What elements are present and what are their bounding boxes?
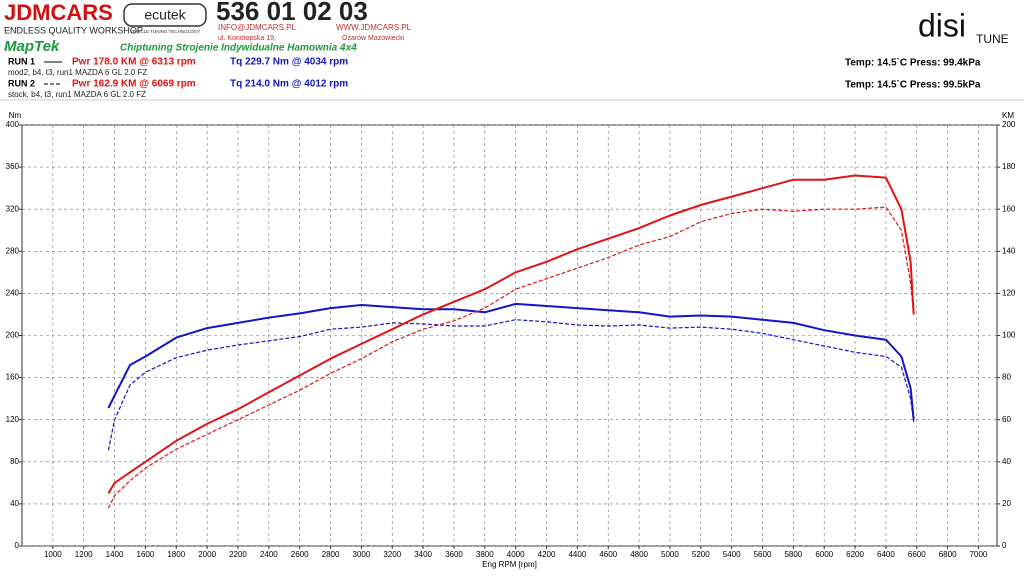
y2-tick-label: 60 xyxy=(1002,415,1011,424)
x-tick-label: 5800 xyxy=(784,550,802,559)
run-torque: Tq 214.0 Nm @ 4012 rpm xyxy=(230,79,348,90)
series-line xyxy=(107,174,915,494)
y-tick-label: 80 xyxy=(10,457,19,466)
y2-tick-label: 120 xyxy=(1002,289,1016,298)
y-tick-label: 240 xyxy=(6,289,20,298)
x-tick-label: 4200 xyxy=(538,550,556,559)
y2-tick-label: 100 xyxy=(1002,331,1016,340)
x-tick-label: 2000 xyxy=(198,550,216,559)
y-tick-label: 160 xyxy=(6,373,20,382)
x-tick-label: 1200 xyxy=(75,550,93,559)
x-tick-label: 1600 xyxy=(137,550,155,559)
x-tick-label: 4400 xyxy=(568,550,586,559)
y2-tick-label: 140 xyxy=(1002,246,1016,255)
x-tick-label: 6600 xyxy=(908,550,926,559)
run-description: stock, b4, t3, run1 MAZDA 6 GL 2.0 FZ xyxy=(8,90,146,99)
y-tick-label: 320 xyxy=(6,204,20,213)
x-tick-label: 5000 xyxy=(661,550,679,559)
x-tick-label: 2200 xyxy=(229,550,247,559)
brand-tagline: ENDLESS QUALITY WORKSHOP xyxy=(4,25,143,35)
y-axis-label: Nm xyxy=(9,111,22,120)
y-tick-label: 360 xyxy=(6,162,20,171)
x-axis-label: Eng RPM [rpm] xyxy=(482,560,537,569)
x-tick-label: 6200 xyxy=(846,550,864,559)
y-tick-label: 120 xyxy=(6,415,20,424)
series-line xyxy=(107,319,915,451)
run-label: RUN 2 xyxy=(8,78,35,88)
run-power: Pwr 178.0 KM @ 6313 rpm xyxy=(72,57,196,68)
x-tick-label: 1800 xyxy=(167,550,185,559)
run-torque: Tq 229.7 Nm @ 4034 rpm xyxy=(230,57,348,68)
ecutek-tagline: VEHICLE TUNING TECHNOLOGY xyxy=(130,29,200,34)
x-tick-label: 4800 xyxy=(630,550,648,559)
x-tick-label: 6800 xyxy=(939,550,957,559)
x-tick-label: 2400 xyxy=(260,550,278,559)
services: Chiptuning Strojenie Indywidualne Hamown… xyxy=(120,43,357,54)
y2-axis-label: KM xyxy=(1002,111,1014,120)
x-tick-label: 2600 xyxy=(291,550,309,559)
run-conditions: Temp: 14.5`C Press: 99.4kPa xyxy=(845,58,981,69)
y2-tick-label: 180 xyxy=(1002,162,1016,171)
street: ul. Konotopska 19, xyxy=(218,35,276,42)
disi-logo: disi xyxy=(918,7,966,43)
y-tick-label: 280 xyxy=(6,246,20,255)
series-line xyxy=(107,206,915,509)
y-tick-label: 400 xyxy=(6,120,20,129)
y2-tick-label: 200 xyxy=(1002,120,1016,129)
x-tick-label: 3200 xyxy=(383,550,401,559)
tune-logo: TUNE xyxy=(976,32,1009,46)
run-description: mod2, b4, t3, run1 MAZDA 6 GL 2.0 FZ xyxy=(8,68,147,77)
y2-tick-label: 20 xyxy=(1002,499,1011,508)
city: Ożarów Mazowiecki xyxy=(342,35,405,42)
x-tick-label: 1000 xyxy=(44,550,62,559)
run-label: RUN 1 xyxy=(8,56,35,66)
y-tick-label: 0 xyxy=(15,541,20,550)
x-tick-label: 3000 xyxy=(353,550,371,559)
x-tick-label: 2800 xyxy=(322,550,340,559)
ecutek-box xyxy=(123,3,207,27)
x-tick-label: 1400 xyxy=(106,550,124,559)
x-tick-label: 5200 xyxy=(692,550,710,559)
ecutek-logo: ecutek xyxy=(144,7,186,23)
y2-tick-label: 80 xyxy=(1002,373,1011,382)
x-tick-label: 3600 xyxy=(445,550,463,559)
run-power: Pwr 162.9 KM @ 6069 rpm xyxy=(72,79,196,90)
x-tick-label: 5400 xyxy=(723,550,741,559)
y2-tick-label: 160 xyxy=(1002,204,1016,213)
x-tick-label: 6400 xyxy=(877,550,895,559)
x-tick-label: 4000 xyxy=(507,550,525,559)
x-tick-label: 7000 xyxy=(970,550,988,559)
run-conditions: Temp: 14.5`C Press: 99.5kPa xyxy=(845,80,981,91)
x-tick-label: 6000 xyxy=(815,550,833,559)
x-tick-label: 3400 xyxy=(414,550,432,559)
brand: JDMCARS xyxy=(4,0,113,25)
x-tick-label: 4600 xyxy=(599,550,617,559)
y2-tick-label: 40 xyxy=(1002,457,1011,466)
y2-tick-label: 0 xyxy=(1002,541,1007,550)
email: INFO@JDMCARS.PL xyxy=(218,23,296,32)
series-line xyxy=(107,302,915,420)
web: WWW.JDMCARS.PL xyxy=(336,23,412,32)
phone: 536 01 02 03 xyxy=(216,0,368,26)
y-tick-label: 200 xyxy=(6,331,20,340)
x-tick-label: 5600 xyxy=(754,550,772,559)
maptek-logo: MapTek xyxy=(4,38,60,55)
y-tick-label: 40 xyxy=(10,499,19,508)
x-tick-label: 3800 xyxy=(476,550,494,559)
